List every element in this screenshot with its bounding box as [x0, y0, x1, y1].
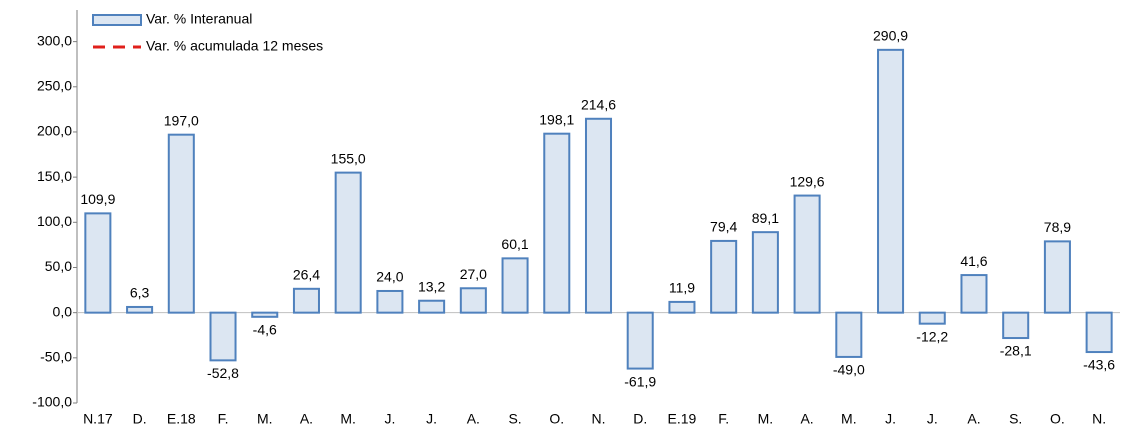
bar [918, 311, 946, 325]
legend-label: Var. % acumulada 12 meses [146, 38, 323, 54]
bar [459, 287, 487, 314]
x-tick-label: S. [1009, 411, 1022, 427]
bar [793, 194, 821, 314]
bar [126, 305, 154, 314]
x-tick-label: M. [340, 411, 356, 427]
x-tick-label: A. [467, 411, 480, 427]
bar [251, 311, 279, 318]
x-tick-label: D. [133, 411, 147, 427]
legend-label: Var. % Interanual [146, 11, 252, 27]
bar [418, 299, 446, 314]
data-label: 6,3 [130, 285, 150, 301]
data-label: 129,6 [790, 173, 825, 189]
bar [1043, 240, 1071, 314]
data-label: -4,6 [253, 322, 277, 338]
data-label: 78,9 [1044, 219, 1071, 235]
bar [584, 117, 613, 314]
x-tick-label: N.17 [83, 411, 113, 427]
data-label: 79,4 [710, 219, 737, 235]
y-tick-label: -100,0 [32, 394, 72, 410]
y-tick-label: 0,0 [53, 303, 73, 319]
bar [835, 311, 863, 358]
bar [84, 212, 112, 314]
legend-swatch [92, 14, 142, 26]
x-tick-label: E.18 [167, 411, 196, 427]
x-tick-label: M. [841, 411, 857, 427]
data-label: 13,2 [418, 278, 445, 294]
x-tick-label: D. [633, 411, 647, 427]
x-tick-label: J. [927, 411, 938, 427]
x-tick-label: F. [218, 411, 229, 427]
y-tick-label: 50,0 [45, 258, 72, 274]
x-tick-label: O. [549, 411, 564, 427]
x-tick-label: J. [426, 411, 437, 427]
y-tick-label: 100,0 [37, 213, 72, 229]
bar [1002, 311, 1030, 340]
data-label: 290,9 [873, 28, 908, 44]
x-tick-label: S. [508, 411, 521, 427]
data-label: 109,9 [80, 191, 115, 207]
bar [668, 300, 696, 314]
x-tick-label: F. [718, 411, 729, 427]
x-tick-label: N. [1092, 411, 1106, 427]
data-label: -49,0 [833, 362, 865, 378]
data-label: 198,1 [539, 111, 574, 127]
data-label: -52,8 [207, 365, 239, 381]
data-label: -43,6 [1083, 357, 1115, 373]
bar [626, 311, 654, 370]
data-label: 89,1 [752, 210, 779, 226]
bar [1085, 311, 1113, 354]
x-tick-label: N. [592, 411, 606, 427]
y-tick-label: 250,0 [37, 77, 72, 93]
bar [751, 231, 779, 314]
data-label: 214,6 [581, 96, 616, 112]
y-tick-label: -50,0 [40, 349, 72, 365]
bar [292, 287, 320, 314]
bar [501, 257, 529, 314]
data-label: 41,6 [960, 253, 987, 269]
bar [877, 48, 905, 314]
bar [543, 132, 571, 314]
y-tick-label: 150,0 [37, 168, 72, 184]
x-tick-label: J. [885, 411, 896, 427]
data-label: -61,9 [624, 373, 656, 389]
data-label: 197,0 [164, 112, 199, 128]
bar [376, 289, 404, 314]
y-tick-label: 300,0 [37, 32, 72, 48]
x-tick-label: E.19 [668, 411, 697, 427]
data-label: 155,0 [331, 150, 366, 166]
data-label: -12,2 [916, 328, 948, 344]
x-tick-label: J. [384, 411, 395, 427]
data-label: 11,9 [669, 280, 695, 296]
bar [209, 311, 237, 362]
bar [960, 274, 988, 314]
x-tick-label: A. [800, 411, 813, 427]
x-tick-label: M. [257, 411, 273, 427]
y-tick-label: 200,0 [37, 123, 72, 139]
bar [334, 171, 362, 314]
x-tick-label: A. [300, 411, 313, 427]
x-tick-label: M. [758, 411, 774, 427]
bar [710, 239, 738, 314]
data-label: -28,1 [1000, 343, 1032, 359]
x-tick-label: O. [1050, 411, 1065, 427]
data-label: 27,0 [460, 266, 487, 282]
x-tick-label: A. [967, 411, 980, 427]
data-label: 26,4 [293, 267, 320, 283]
data-label: 24,0 [376, 269, 403, 285]
bar [167, 133, 195, 314]
data-label: 60,1 [501, 236, 528, 252]
